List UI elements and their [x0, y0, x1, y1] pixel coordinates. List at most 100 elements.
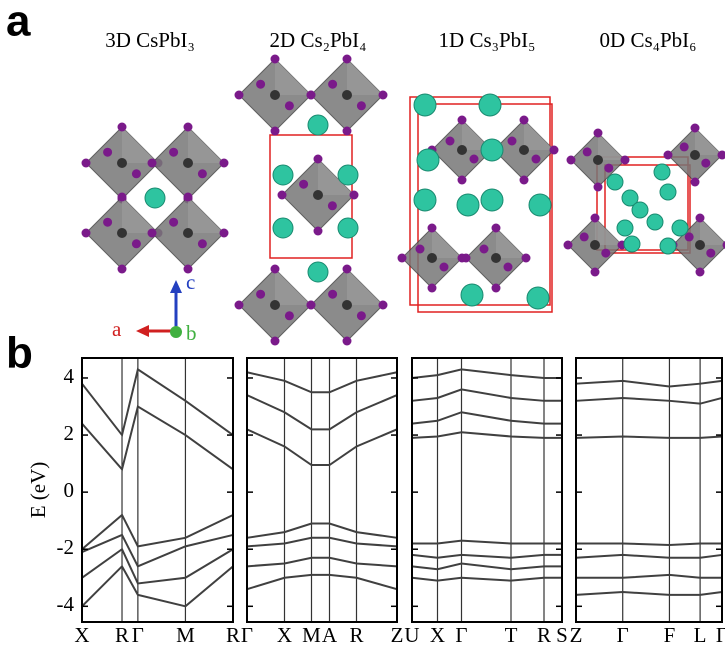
iodine-atom: [82, 159, 91, 168]
band: [247, 524, 397, 538]
lead-atom: [427, 253, 437, 263]
x-tick-label: M: [302, 623, 321, 647]
lead-atom: [593, 155, 603, 165]
band: [247, 558, 397, 567]
iodine-atom: [278, 191, 287, 200]
x-tick-label: Γ: [617, 623, 629, 647]
iodine-atom: [604, 164, 613, 173]
x-tick-label: T: [505, 623, 518, 647]
iodine-atom: [328, 80, 337, 89]
octahedron-face: [432, 228, 462, 258]
x-tick-label: A: [322, 623, 338, 647]
x-tick-label: X: [430, 623, 445, 647]
cs-atom: [481, 189, 503, 211]
iodine-atom: [691, 124, 700, 133]
cs-atom: [481, 139, 503, 161]
lead-atom: [519, 145, 529, 155]
iodine-atom: [271, 55, 280, 64]
x-tick-label: X: [74, 623, 89, 647]
lead-atom: [342, 90, 352, 100]
x-tick-label: Γ: [132, 623, 144, 647]
lead-atom: [690, 150, 700, 160]
x-tick-label: Γ: [716, 623, 725, 647]
lead-atom: [183, 158, 193, 168]
iodine-atom: [462, 254, 471, 263]
arrow-head: [170, 280, 182, 293]
x-tick-label: L: [694, 623, 707, 647]
iodine-atom: [680, 142, 689, 151]
cs-atom: [624, 236, 640, 252]
cs-atom: [273, 165, 293, 185]
iodine-atom: [379, 301, 388, 310]
iodine-atom: [567, 156, 576, 165]
band: [82, 549, 233, 583]
iodine-atom: [343, 127, 352, 136]
iodine-atom: [440, 263, 449, 272]
cs-atom: [672, 220, 688, 236]
iodine-atom: [520, 116, 529, 125]
octahedron-face: [496, 228, 526, 258]
cs-atom: [660, 238, 676, 254]
iodine-atom: [184, 193, 193, 202]
lead-atom: [313, 190, 323, 200]
iodine-atom: [132, 169, 141, 178]
lead-atom: [117, 158, 127, 168]
panel-label: a: [6, 0, 31, 46]
iodine-atom: [169, 218, 178, 227]
lead-atom: [491, 253, 501, 263]
iodine-atom: [314, 227, 323, 236]
band: [247, 395, 397, 429]
cs-atom: [338, 218, 358, 238]
band: [412, 412, 562, 423]
axis-label: b: [186, 321, 197, 345]
x-tick-label: R: [537, 623, 551, 647]
band: [247, 575, 397, 589]
cs-atom: [457, 194, 479, 216]
iodine-atom: [357, 101, 366, 110]
band: [247, 538, 397, 547]
iodine-atom: [550, 146, 559, 155]
iodine-atom: [103, 218, 112, 227]
iodine-atom: [379, 91, 388, 100]
structure-title: 2D Cs₂PbI₄: [270, 28, 367, 52]
band: [82, 369, 233, 435]
iodine-atom: [520, 176, 529, 185]
x-tick-label: Γ: [241, 623, 253, 647]
iodine-atom: [271, 337, 280, 346]
structures: [82, 55, 725, 346]
x-tick-label: M: [176, 623, 195, 647]
iodine-atom: [132, 239, 141, 248]
iodine-atom: [601, 249, 610, 258]
iodine-atom: [103, 148, 112, 157]
iodine-atom: [621, 156, 630, 165]
cs-atom: [414, 94, 436, 116]
iodine-atom: [307, 301, 316, 310]
y-tick-label: -4: [57, 592, 75, 616]
octahedron-face: [700, 218, 725, 245]
cs-atom: [647, 214, 663, 230]
cs-atom: [273, 218, 293, 238]
cs-atom: [479, 94, 501, 116]
x-tick-label: U: [404, 623, 419, 647]
x-tick-label: R: [226, 623, 240, 647]
iodine-atom: [285, 311, 294, 320]
iodine-atom: [256, 80, 265, 89]
structure-title: 3D CsPbI₃: [105, 28, 195, 52]
iodine-atom: [428, 224, 437, 233]
octahedron-face: [275, 269, 311, 305]
cs-atom: [529, 194, 551, 216]
structure-title: 0D Cs₄PbI₆: [600, 28, 697, 52]
iodine-atom: [343, 55, 352, 64]
y-tick-label: -2: [57, 535, 75, 559]
octahedron-face: [188, 127, 224, 163]
x-tick-label: Z: [570, 623, 583, 647]
iodine-atom: [458, 176, 467, 185]
iodine-atom: [591, 214, 600, 223]
y-tick-label: 2: [64, 421, 75, 445]
iodine-atom: [328, 201, 337, 210]
iodine-atom: [299, 180, 308, 189]
band: [247, 429, 397, 465]
iodine-atom: [470, 155, 479, 164]
cs-atom: [414, 189, 436, 211]
iodine-atom: [148, 159, 157, 168]
